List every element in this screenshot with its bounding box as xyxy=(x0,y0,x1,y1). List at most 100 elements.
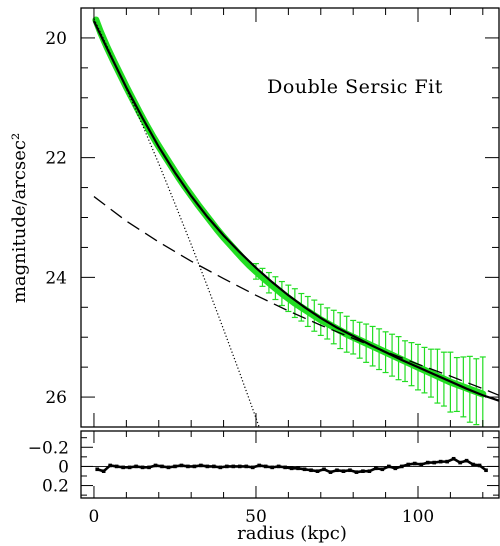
data-point xyxy=(246,262,252,268)
data-point xyxy=(279,291,285,297)
data-point xyxy=(234,249,240,255)
residual-point xyxy=(205,464,210,469)
residual-point xyxy=(101,469,106,473)
data-point xyxy=(324,320,330,326)
x-tick-label: 0 xyxy=(89,507,100,527)
data-point xyxy=(272,285,278,291)
total-fit-line xyxy=(92,20,499,402)
residual-point xyxy=(458,460,462,465)
residual-point xyxy=(315,469,320,473)
data-point xyxy=(221,234,227,240)
data-point xyxy=(227,241,233,247)
residual-point xyxy=(387,464,391,469)
residual-point xyxy=(147,465,151,470)
data-point xyxy=(311,313,317,319)
data-point xyxy=(259,274,265,280)
residual-point xyxy=(412,461,417,466)
residual-point xyxy=(179,463,184,468)
residual-point xyxy=(225,464,229,469)
residual-point xyxy=(283,465,287,470)
residual-point xyxy=(393,466,398,471)
y-tick-label: 20 xyxy=(45,29,67,49)
main-panel: 20 22 24 26 Double Sersic Fit magnitude/arcse… xyxy=(9,7,500,428)
residual-point xyxy=(296,466,300,471)
data-point xyxy=(298,304,304,310)
x-axis-title: radius (kpc) xyxy=(237,523,347,544)
outer-component-line xyxy=(93,196,499,396)
residual-point xyxy=(438,459,443,464)
residual-point xyxy=(367,469,372,473)
y-tick-label: 26 xyxy=(45,388,67,408)
data-point xyxy=(292,300,298,306)
main-frame xyxy=(80,7,500,428)
data-point xyxy=(266,280,272,286)
residual-point xyxy=(127,465,132,470)
res-y-tick-label: 0 xyxy=(58,457,69,477)
residual-point xyxy=(354,470,359,474)
residual-point xyxy=(199,463,203,468)
data-point xyxy=(253,268,259,274)
residual-point xyxy=(471,462,475,467)
residual-point xyxy=(134,464,138,469)
residual-point xyxy=(406,462,411,467)
data-point xyxy=(93,17,99,23)
residual-point xyxy=(322,467,326,472)
residual-point xyxy=(114,464,119,469)
residual-point xyxy=(121,465,125,470)
x-tick-label: 50 xyxy=(245,507,267,527)
residual-point xyxy=(399,464,404,469)
residual-point xyxy=(166,465,171,470)
residual-point xyxy=(464,458,469,463)
residual-point xyxy=(432,460,436,465)
y-axis-title: magnitude/arcsec² xyxy=(9,133,30,303)
residual-point xyxy=(250,465,255,470)
data-point xyxy=(331,324,337,330)
residual-point xyxy=(451,456,456,461)
residual-plot-area xyxy=(81,456,499,474)
residual-point xyxy=(186,464,190,469)
residual-point xyxy=(380,467,385,472)
data-point xyxy=(285,295,291,301)
residual-point xyxy=(374,466,378,471)
residual-point xyxy=(341,469,346,473)
main-plot-area xyxy=(92,16,499,427)
residual-point xyxy=(153,463,158,468)
residual-point xyxy=(263,464,268,469)
residual-point xyxy=(270,465,274,470)
residual-point xyxy=(276,464,281,469)
inner-component-line xyxy=(93,18,260,427)
residual-point xyxy=(173,464,177,469)
residual-point xyxy=(257,463,262,468)
data-point xyxy=(337,328,343,334)
residual-point xyxy=(425,460,430,465)
data-point xyxy=(344,331,350,337)
residual-point xyxy=(108,463,112,468)
res-y-tick-label: −0.2 xyxy=(28,438,69,458)
residual-point xyxy=(302,467,307,472)
residual-point xyxy=(231,464,236,469)
residual-point xyxy=(361,469,365,473)
residual-point xyxy=(309,468,313,473)
residual-point xyxy=(192,464,197,469)
residual-point xyxy=(335,468,339,473)
residual-point xyxy=(218,465,223,470)
data-point xyxy=(480,391,486,397)
residual-point xyxy=(212,464,216,469)
data-point xyxy=(240,256,246,262)
residual-point xyxy=(289,466,294,471)
residual-point xyxy=(140,465,145,470)
residual-point xyxy=(348,468,352,473)
data-point xyxy=(305,308,311,314)
residual-point xyxy=(244,464,249,469)
residual-point xyxy=(445,459,449,464)
y-tick-label: 22 xyxy=(45,149,67,169)
residual-point xyxy=(95,467,100,472)
residual-point xyxy=(477,463,482,468)
residual-point xyxy=(160,464,164,469)
residual-point xyxy=(484,468,488,473)
residual-point xyxy=(328,470,333,474)
residual-point xyxy=(237,464,242,469)
y-tick-label: 24 xyxy=(45,268,67,288)
